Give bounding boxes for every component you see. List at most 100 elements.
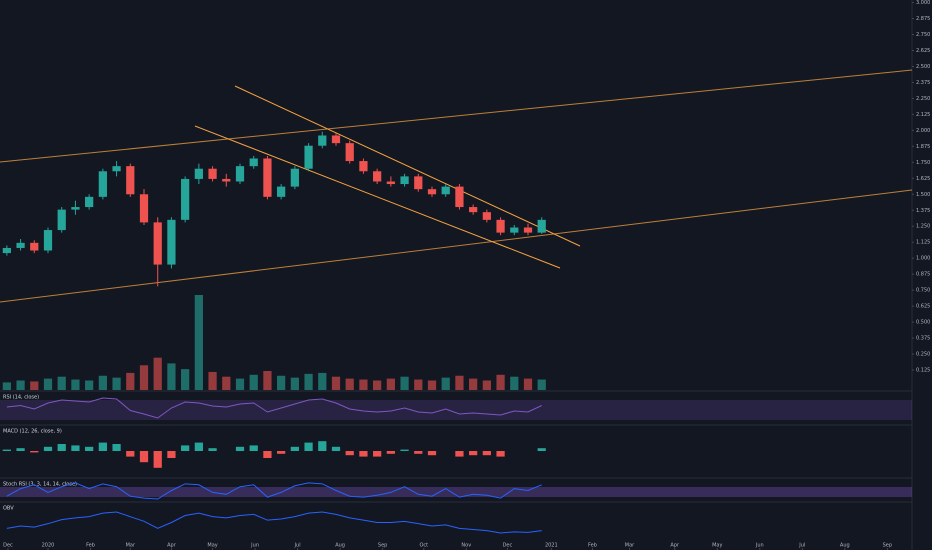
x-tick-label: Jul xyxy=(294,543,301,549)
volume-bar xyxy=(181,369,190,390)
y-tick-label: 0.625 xyxy=(916,304,930,310)
y-tick-label: 2.000 xyxy=(916,128,930,134)
candle-body xyxy=(304,145,313,169)
x-tick-label: Jun xyxy=(755,543,764,549)
volume-bar xyxy=(400,376,409,390)
volume-bar xyxy=(30,381,39,390)
y-tick-label: 1.125 xyxy=(916,240,930,246)
x-tick-label: Feb xyxy=(86,543,95,549)
macd-hist-bar xyxy=(359,451,368,457)
y-tick-label: 2.250 xyxy=(916,96,930,102)
macd-hist-bar xyxy=(373,451,382,457)
macd-hist-bar xyxy=(263,451,272,458)
stoch-line xyxy=(6,482,542,500)
macd-hist-bar xyxy=(400,449,409,451)
volume-bar xyxy=(16,380,25,390)
y-tick-label: 1.875 xyxy=(916,144,930,150)
y-tick-label: 2.500 xyxy=(916,64,930,70)
macd-hist-bar xyxy=(235,446,245,451)
volume-bar xyxy=(222,376,231,390)
volume-bar xyxy=(235,378,245,390)
macd-hist-bar xyxy=(277,451,286,454)
macd-hist-bar xyxy=(85,446,94,451)
y-tick-label: 0.750 xyxy=(916,288,930,294)
candle-body xyxy=(98,171,107,197)
candle-body xyxy=(16,242,25,248)
x-tick-label: Apr xyxy=(167,543,177,549)
volume-bar xyxy=(373,380,382,390)
candle-body xyxy=(414,176,423,190)
stoch-band xyxy=(0,487,912,497)
y-tick-label: 1.250 xyxy=(916,224,930,230)
macd-hist-bar xyxy=(112,444,121,451)
volume-bar xyxy=(414,379,423,390)
macd-hist-bar xyxy=(249,445,258,451)
candle-body xyxy=(71,207,80,210)
y-tick-label: 0.250 xyxy=(916,352,930,358)
macd-hist-bar xyxy=(30,451,39,453)
rsi-line xyxy=(6,397,542,419)
candle-body xyxy=(400,176,409,185)
candle-body xyxy=(85,196,94,208)
volume-bar xyxy=(153,357,162,390)
candle-body xyxy=(181,178,190,220)
y-tick-label: 2.625 xyxy=(916,48,930,54)
candle-body xyxy=(318,135,327,146)
candle-body xyxy=(167,219,176,265)
candle-body xyxy=(496,219,505,233)
candle-body xyxy=(43,230,53,251)
candle-body xyxy=(112,166,121,172)
y-tick-label: 1.750 xyxy=(916,160,930,166)
y-tick-label: 0.125 xyxy=(916,368,930,374)
macd-hist-bar xyxy=(43,446,53,451)
macd-hist-bar xyxy=(318,441,327,451)
x-tick-label: Sep xyxy=(378,543,387,549)
volume-bar xyxy=(427,380,437,390)
candle-body xyxy=(537,219,546,233)
y-tick-label: 2.875 xyxy=(916,16,930,22)
macd-hist-bar xyxy=(386,451,395,454)
volume-bar xyxy=(85,380,94,390)
macd-hist-bar xyxy=(537,448,546,451)
macd-hist-bar xyxy=(167,451,176,458)
volume-bar xyxy=(208,371,217,390)
volume-bar xyxy=(249,374,258,390)
volume-bar xyxy=(318,372,327,390)
x-tick-label: Aug xyxy=(335,543,345,549)
volume-bar xyxy=(510,376,519,390)
volume-bar xyxy=(277,375,286,390)
volume-bar xyxy=(496,374,505,390)
volume-bar xyxy=(112,377,121,390)
candle-body xyxy=(373,171,382,182)
candle-body xyxy=(386,181,395,185)
volume-bar xyxy=(441,377,450,390)
volume-bar xyxy=(386,378,395,390)
macd-hist-bar xyxy=(427,451,437,456)
macd-hist-bar xyxy=(126,451,135,457)
volume-bar xyxy=(290,377,299,390)
volume-bar xyxy=(71,379,80,390)
volume-bar xyxy=(263,371,272,390)
macd-hist-bar xyxy=(290,446,299,451)
volume-bar xyxy=(482,380,491,390)
obv-label: OBV xyxy=(3,506,14,512)
volume-bar xyxy=(98,375,107,390)
x-tick-label: Dec xyxy=(3,543,13,549)
x-tick-label: 2020 xyxy=(42,543,55,549)
candle-body xyxy=(331,135,341,144)
x-tick-label: May xyxy=(712,543,722,549)
volume-bar xyxy=(167,363,176,390)
y-tick-label: 0.500 xyxy=(916,320,930,326)
y-tick-label: 0.375 xyxy=(916,336,930,342)
x-tick-label: Oct xyxy=(419,543,428,549)
x-tick-label: 2021 xyxy=(545,543,558,549)
macd-hist-bar xyxy=(57,444,66,451)
candle-body xyxy=(482,212,491,220)
macd-hist-bar xyxy=(496,451,505,457)
y-tick-label: 2.125 xyxy=(916,112,930,118)
candle-body xyxy=(427,189,437,195)
x-tick-label: Jul xyxy=(798,543,805,549)
volume-bar xyxy=(537,379,546,390)
candle-body xyxy=(126,166,135,195)
